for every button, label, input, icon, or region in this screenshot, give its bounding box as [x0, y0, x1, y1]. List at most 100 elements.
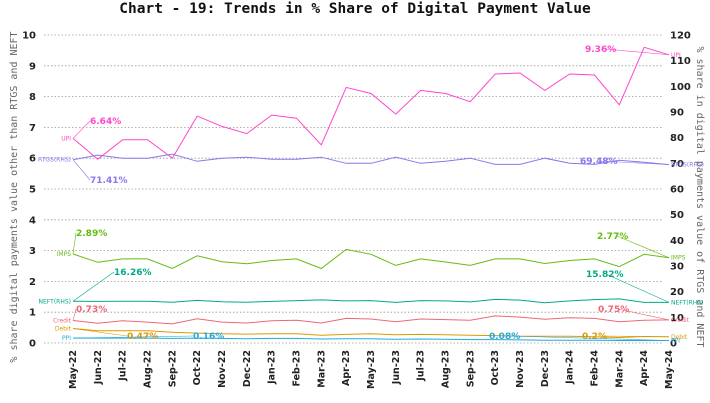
y2-tick-label: 0 — [670, 339, 677, 350]
annotation-leader — [601, 335, 670, 338]
y2-tick-label: 120 — [670, 31, 691, 42]
annotation-leader — [72, 335, 194, 339]
annotation-leader — [605, 273, 670, 303]
annotation-label: 0.16% — [193, 332, 224, 342]
annotation-label: 0.08% — [489, 332, 520, 342]
annotation-label: 0.2% — [582, 332, 607, 342]
annotation-label: 71.41% — [90, 176, 128, 186]
y2-tick-label: 80 — [670, 133, 684, 144]
x-tick-label: Oct-22 — [192, 350, 203, 385]
annotation-leader — [617, 308, 670, 321]
y2-tick-label: 100 — [670, 82, 691, 93]
annotation-leader — [72, 232, 77, 255]
series-tag-debit: Debit — [55, 326, 72, 333]
annotation-leader — [72, 159, 91, 181]
x-tick-label: Jul-23 — [416, 350, 427, 382]
series-tag-ppi: PPI — [62, 335, 71, 342]
x-tick-label: Apr-24 — [639, 350, 650, 386]
annotation-leader — [604, 48, 670, 56]
series-line — [72, 298, 669, 304]
annotation-label: 0.73% — [76, 305, 107, 315]
x-tick-label: Jan-24 — [565, 350, 576, 385]
annotation-leader — [72, 271, 115, 302]
x-tick-label: May-24 — [664, 350, 675, 389]
y2-tick-label: 60 — [670, 185, 684, 196]
x-tick-label: May-22 — [68, 350, 79, 389]
x-tick-label: Jul-22 — [118, 350, 129, 382]
annotation-label: 6.64% — [90, 117, 121, 127]
annotation-leader — [508, 335, 670, 341]
series-line — [73, 337, 669, 341]
series-tag-end-imps: IMPS — [671, 255, 686, 262]
series-tag-end-debit: Debit — [671, 334, 688, 341]
series-line — [72, 153, 670, 166]
y-tick-label: 2 — [29, 277, 36, 288]
x-tick-label: Dec-23 — [540, 350, 551, 387]
series-line — [72, 46, 670, 160]
y-tick-label: 9 — [29, 61, 36, 72]
annotation-leader — [72, 308, 77, 321]
x-tick-label: Oct-23 — [490, 350, 501, 385]
y2-tick-label: 90 — [670, 108, 684, 119]
y-tick-label: 8 — [29, 92, 36, 103]
series-line — [72, 248, 670, 270]
x-tick-label: Jun-22 — [93, 350, 104, 385]
series-tag-credit: Credit — [53, 318, 72, 325]
y-tick-label: 1 — [29, 308, 36, 319]
y2-tick-label: 50 — [670, 210, 684, 221]
y2-axis-label: % share in digital payments value of RTG… — [694, 46, 705, 347]
x-tick-label: Jan-23 — [267, 350, 278, 385]
x-tick-label: Mar-23 — [316, 350, 327, 388]
series-tag-end-upi: UPI — [671, 52, 681, 59]
x-tick-label: Apr-23 — [341, 350, 352, 386]
x-tick-label: Mar-24 — [614, 350, 625, 388]
annotation-leader — [599, 160, 670, 165]
x-tick-label: Feb-23 — [292, 350, 303, 387]
y2-tick-label: 20 — [670, 287, 684, 298]
y-tick-label: 0 — [29, 339, 36, 350]
y-tick-label: 3 — [29, 246, 36, 257]
x-tick-label: Aug-23 — [441, 350, 452, 388]
annotation-label: 69.48% — [580, 157, 618, 167]
y-axis-label: % share digital payments value other tha… — [9, 31, 20, 362]
y2-tick-label: 10 — [670, 313, 684, 324]
x-tick-label: Sep-22 — [167, 350, 178, 387]
annotation-label: 15.82% — [586, 270, 624, 280]
series-tag-neft-rhs: NEFT(RHS) — [39, 298, 71, 305]
y2-tick-label: 110 — [670, 56, 691, 67]
series-line — [72, 315, 670, 325]
y-tick-label: 5 — [29, 185, 36, 196]
y2-tick-label: 40 — [670, 236, 684, 247]
y-tick-label: 10 — [22, 31, 36, 42]
x-tick-label: Sep-23 — [465, 350, 476, 387]
x-tick-label: Jun-23 — [391, 350, 402, 385]
annotation-leader — [72, 120, 91, 139]
series-tag-end-ppi: PPI — [671, 338, 680, 345]
annotation-label: 2.77% — [597, 232, 628, 242]
series-tag-rtgs-rhs: RTGS(RHS) — [38, 157, 71, 164]
series-tag-upi: UPI — [61, 135, 71, 142]
series-tag-end-rtgs-rhs: RTGS(RHS) — [671, 162, 704, 169]
annotation-label: 0.75% — [598, 305, 629, 315]
series-tag-end-credit: Credit — [671, 317, 690, 324]
x-tick-label: Dec-22 — [242, 350, 253, 387]
x-tick-label: Nov-23 — [515, 350, 526, 388]
y-tick-label: 7 — [29, 123, 36, 134]
y2-tick-label: 70 — [670, 159, 684, 170]
annotation-label: 9.36% — [585, 45, 616, 55]
annotation-leader — [616, 235, 670, 258]
y2-tick-label: 30 — [670, 262, 684, 273]
series-line — [72, 328, 670, 339]
series-tag-end-neft-rhs: NEFT(RHS) — [671, 299, 703, 306]
y-tick-label: 6 — [29, 154, 36, 165]
x-tick-label: Aug-22 — [143, 350, 154, 388]
x-tick-label: Nov-22 — [217, 350, 228, 388]
y-tick-label: 4 — [29, 215, 36, 226]
annotation-label: 2.89% — [76, 229, 107, 239]
annotation-leader — [72, 328, 128, 337]
annotation-label: 16.26% — [114, 268, 152, 278]
series-tag-imps: IMPS — [57, 251, 72, 258]
x-tick-label: May-23 — [366, 350, 377, 389]
x-tick-label: Feb-24 — [590, 350, 601, 387]
